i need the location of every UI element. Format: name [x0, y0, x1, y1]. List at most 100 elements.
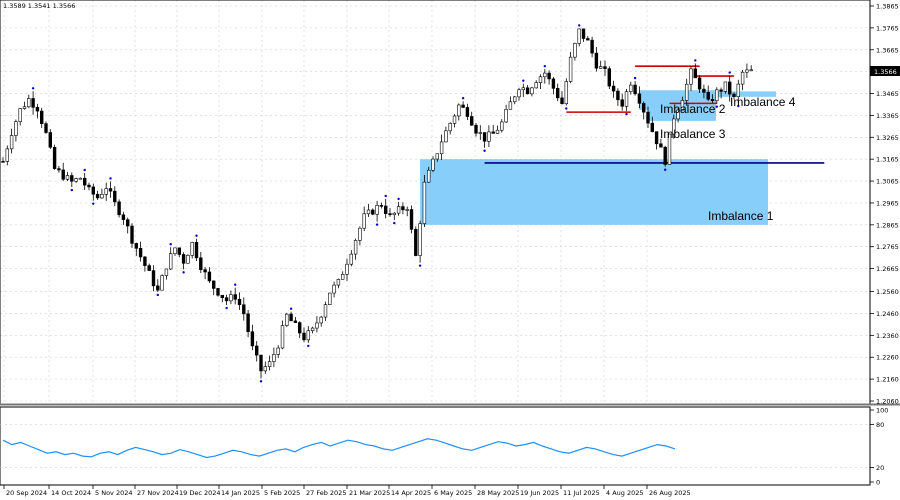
y-tick-label: 1.3265: [876, 134, 899, 142]
candle-body: [113, 190, 117, 203]
candle-body: [100, 194, 104, 199]
candle-body: [121, 214, 126, 220]
candle-body: [620, 99, 624, 107]
candle-body: [65, 175, 70, 180]
fractal-up: [83, 168, 86, 172]
fractal-up: [31, 87, 35, 90]
candle-body: [83, 177, 87, 186]
candle-body: [538, 76, 543, 84]
candle-body: [246, 313, 250, 333]
candle-body: [323, 304, 328, 318]
candle-body: [48, 132, 53, 148]
candle-body: [130, 225, 134, 244]
candle-body: [70, 175, 74, 182]
candle-body: [500, 121, 504, 131]
candle-body: [267, 361, 272, 367]
candle-body: [706, 92, 710, 100]
candle-body: [255, 345, 259, 356]
candle-body: [680, 100, 685, 111]
y-tick-label: 1.2560: [876, 288, 899, 296]
candle-body: [482, 132, 487, 142]
candle-body: [641, 103, 646, 113]
candle-body: [297, 322, 302, 334]
osc-tick-label: 80: [876, 421, 884, 429]
candle-body: [702, 88, 706, 93]
candle-body: [156, 285, 160, 291]
candle-body: [577, 28, 581, 44]
y-tick-label: 1.2665: [876, 265, 899, 273]
candle-body: [727, 81, 732, 95]
candle-body: [233, 294, 237, 300]
candle-body: [478, 132, 482, 134]
candle-body: [461, 104, 465, 108]
candle-body: [190, 242, 194, 256]
candle-body: [138, 248, 143, 258]
x-tick-label: 19 Dec 2024: [179, 489, 221, 497]
fractal-down: [70, 188, 74, 192]
candle-body: [332, 284, 336, 294]
y-tick-label: 1.2260: [876, 354, 899, 362]
fractal-up: [169, 243, 172, 246]
candle-body: [302, 332, 306, 341]
candle-body: [409, 209, 414, 230]
candle-body: [27, 98, 31, 108]
candle-body: [693, 68, 698, 79]
fractal-down: [418, 264, 422, 267]
y-tick-label: 1.3365: [876, 112, 899, 120]
x-tick-label: 21 Mar 2025: [349, 489, 390, 497]
y-tick-label: 1.2460: [876, 310, 899, 318]
candle-body: [272, 354, 276, 362]
fractal-down: [259, 380, 263, 383]
x-tick-label: 14 Apr 2025: [391, 489, 431, 497]
candle-body: [598, 66, 603, 69]
candle-body: [78, 177, 83, 180]
candle-body: [57, 168, 61, 171]
candle-body: [315, 322, 319, 329]
candle-body: [401, 206, 405, 211]
x-tick-label: 20 Sep 2024: [6, 489, 47, 497]
candle-body: [366, 209, 371, 215]
candle-body: [736, 83, 741, 98]
candle-body: [637, 93, 642, 104]
candle-body: [487, 131, 491, 142]
candle-body: [723, 81, 728, 92]
y-tick-label: 1.3865: [876, 3, 899, 11]
osc-tick-label: 100: [876, 407, 888, 415]
candlestick-series: [1, 28, 753, 379]
candle-body: [573, 43, 577, 58]
candle-body: [371, 209, 375, 215]
candle-body: [379, 205, 384, 207]
y-tick-label: 1.2060: [876, 398, 899, 406]
time-axis: 20 Sep 2024 14 Oct 2024 5 Nov 2024 27 Nov 2…: [3, 485, 691, 497]
fractal-up: [461, 96, 465, 100]
candle-body: [229, 294, 233, 302]
candle-body: [134, 243, 138, 249]
y-tick-label: 1.2765: [876, 243, 899, 251]
candle-body: [375, 205, 379, 215]
candle-body: [396, 206, 401, 214]
candle-body: [310, 327, 315, 331]
candle-body: [18, 108, 22, 122]
x-tick-label: 4 Aug 2025: [606, 489, 644, 497]
candle-body: [22, 106, 27, 109]
candle-body: [319, 316, 323, 324]
oscillator-axis: 100 80 20 0: [870, 407, 888, 487]
fractal-down: [182, 271, 185, 274]
candle-body: [534, 82, 538, 89]
candle-body: [689, 68, 693, 85]
candle-body: [469, 116, 474, 126]
candle-body: [207, 271, 212, 282]
imbalance-label: Imbalance 1: [708, 209, 774, 223]
fractal-down: [737, 104, 740, 108]
candle-body: [495, 129, 500, 134]
fractal-down: [664, 168, 667, 171]
candle-body: [9, 135, 14, 150]
candle-body: [186, 255, 190, 264]
candle-body: [39, 110, 44, 124]
candle-body: [14, 121, 18, 136]
candle-body: [457, 104, 461, 117]
candle-body: [87, 184, 91, 188]
candle-body: [422, 181, 427, 224]
candle-body: [452, 115, 457, 124]
